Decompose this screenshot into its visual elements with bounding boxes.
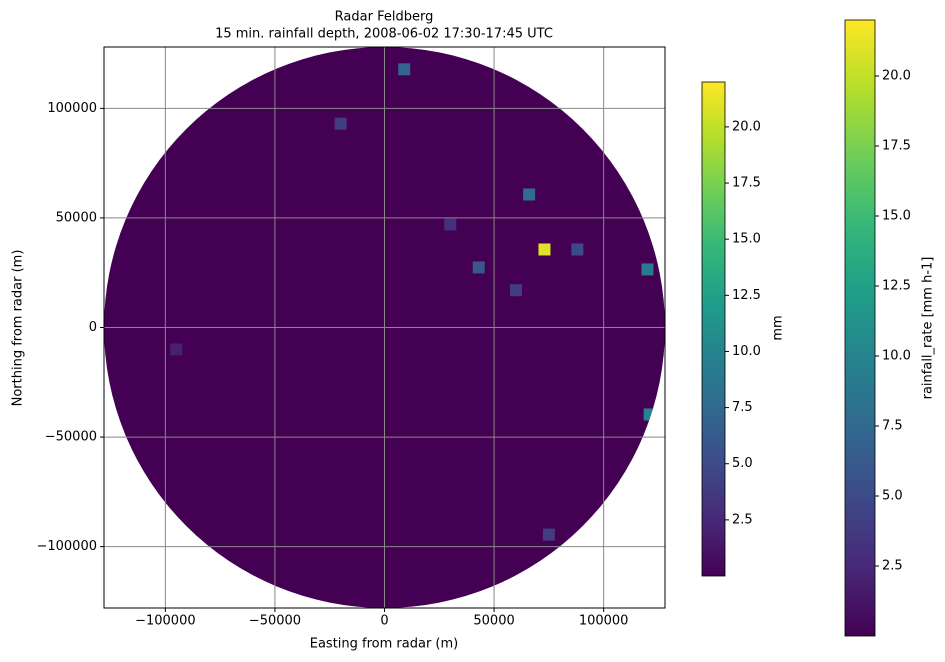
colorbar-tick-label: 20.0: [882, 69, 911, 84]
colorbar-tick-label: 7.5: [882, 419, 903, 434]
rain-cell: [523, 188, 536, 201]
colorbar-tick-label: 17.5: [882, 139, 911, 154]
y-axis-label: Northing from radar (m): [11, 250, 26, 407]
y-tick-label: 100000: [47, 101, 97, 116]
colorbar-tick-label: 2.5: [882, 559, 903, 574]
rain-cell: [170, 343, 183, 356]
chart-title: Radar Feldberg: [335, 10, 434, 25]
x-axis-label: Easting from radar (m): [310, 637, 458, 652]
colorbar-tick-label: 20.0: [732, 119, 761, 134]
colorbar-tick-label: 12.5: [882, 279, 911, 294]
colorbar-tick-label: 12.5: [732, 288, 761, 303]
rain-cell: [542, 528, 555, 541]
rain-cell: [643, 408, 656, 421]
colorbar-tick-label: 7.5: [732, 400, 753, 415]
colorbar: [701, 81, 726, 577]
colorbar-tick-label: 10.0: [882, 349, 911, 364]
chart-subtitle: 15 min. rainfall depth, 2008-06-02 17:30…: [215, 27, 553, 42]
colorbar-tick-label: 5.0: [732, 456, 753, 471]
colorbar-label: rainfall_rate [mm h-1]: [921, 257, 936, 400]
colorbar-tick-label: 2.5: [732, 512, 753, 527]
rain-cell: [538, 243, 551, 256]
rain-cell: [472, 261, 485, 274]
cells: [170, 63, 656, 541]
colorbar: [844, 19, 876, 637]
y-tick-label: 0: [89, 320, 97, 335]
colorbar-label: mm: [771, 315, 786, 340]
rain-cell: [571, 243, 584, 256]
colorbar-tick-label: 5.0: [882, 489, 903, 504]
x-tick-label: 0: [380, 614, 388, 629]
rain-cell: [641, 263, 654, 276]
y-tick-label: 50000: [56, 210, 97, 225]
x-tick-label: 100000: [579, 614, 629, 629]
colorbar-tick-label: 15.0: [882, 209, 911, 224]
colorbar-tick-label: 17.5: [732, 176, 761, 191]
colorbar-tick-label: 15.0: [732, 232, 761, 247]
rain-cell: [334, 117, 347, 130]
plot-frame: [103, 46, 666, 609]
rain-cell: [509, 284, 522, 297]
colorbar-tick-label: 10.0: [732, 344, 761, 359]
y-tick-label: −50000: [45, 430, 97, 445]
rain-cell: [444, 218, 457, 231]
x-tick-label: 50000: [473, 614, 514, 629]
rain-cell: [398, 63, 411, 76]
x-tick-label: −50000: [249, 614, 301, 629]
y-tick-label: −100000: [36, 539, 97, 554]
x-tick-label: −100000: [135, 614, 196, 629]
